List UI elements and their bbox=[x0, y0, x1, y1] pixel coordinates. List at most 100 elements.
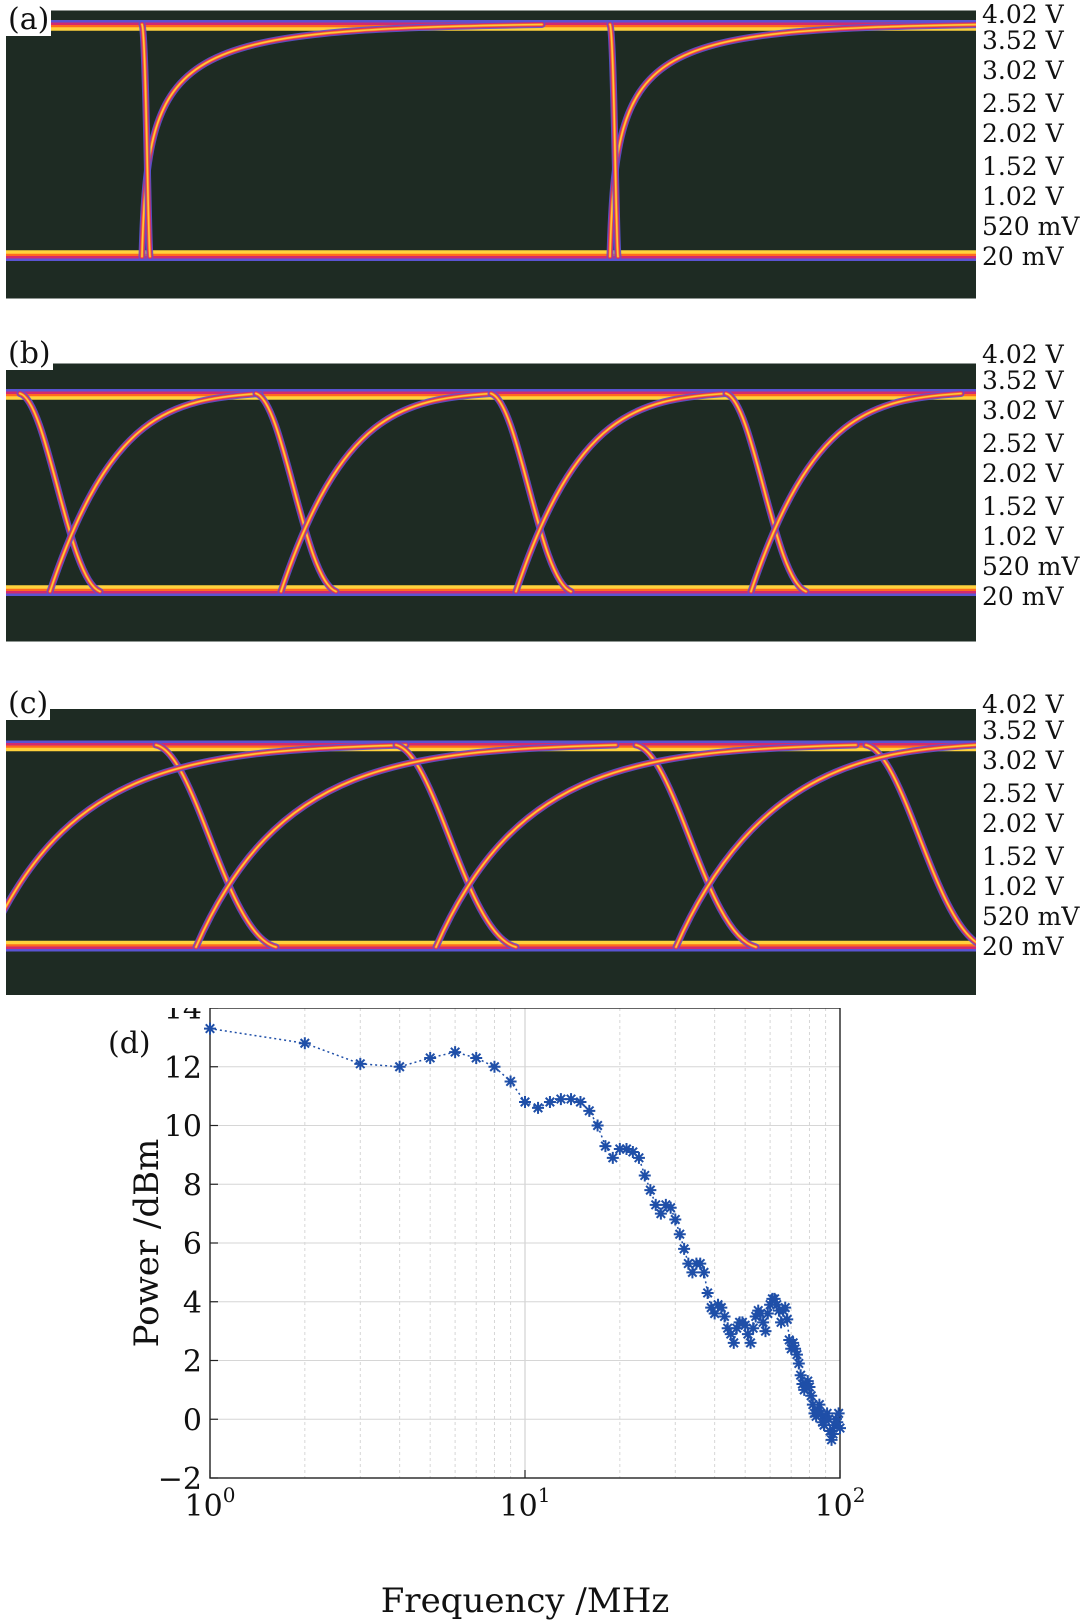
data-point bbox=[759, 1325, 772, 1338]
data-point bbox=[532, 1101, 545, 1114]
data-point bbox=[818, 1419, 831, 1432]
y-tick-label: 6 bbox=[183, 1227, 202, 1262]
data-point bbox=[519, 1096, 531, 1108]
rising-edge-trace bbox=[435, 744, 857, 948]
data-point bbox=[834, 1422, 846, 1435]
falling-edge-trace bbox=[141, 23, 151, 258]
voltage-label-1-52: 1.52 V bbox=[982, 842, 1064, 871]
panel-label-b: (b) bbox=[6, 336, 53, 371]
data-point bbox=[806, 1398, 819, 1411]
data-point bbox=[638, 1169, 651, 1182]
data-point bbox=[669, 1213, 682, 1226]
voltage-label-20mv: 20 mV bbox=[982, 582, 1064, 611]
data-point bbox=[204, 1022, 216, 1035]
y-tick-label: 8 bbox=[183, 1168, 202, 1203]
data-point bbox=[832, 1407, 845, 1420]
data-point bbox=[825, 1433, 838, 1446]
eye-diagram-panel-c: (c) 4.02 V 3.52 V 3.02 V 2.52 V 2.02 V 1… bbox=[6, 688, 1080, 1002]
data-point bbox=[354, 1057, 367, 1070]
data-point bbox=[744, 1336, 757, 1349]
data-point bbox=[803, 1380, 816, 1393]
x-axis-label: Frequency /MHz bbox=[381, 1581, 670, 1621]
voltage-label-3-02: 3.02 V bbox=[982, 746, 1064, 775]
data-point bbox=[599, 1140, 612, 1153]
eye-diagram-panel-b: (b) 4.02 V 3.52 V 3.02 V 2.52 V 2.02 V 1… bbox=[6, 338, 1080, 653]
voltage-label-1-52: 1.52 V bbox=[982, 492, 1064, 521]
voltage-label-4-02: 4.02 V bbox=[982, 690, 1064, 719]
falling-edge-trace bbox=[395, 744, 517, 948]
voltage-label-1-02: 1.02 V bbox=[982, 182, 1064, 211]
data-point bbox=[673, 1228, 686, 1241]
voltage-label-2-02: 2.02 V bbox=[982, 459, 1064, 488]
voltage-label-4-02: 4.02 V bbox=[982, 340, 1064, 369]
voltage-label-520mv: 520 mV bbox=[982, 552, 1080, 581]
data-point bbox=[770, 1298, 783, 1311]
voltage-label-520mv: 520 mV bbox=[982, 902, 1080, 931]
eye-diagram-c-plot bbox=[6, 709, 976, 995]
data-point bbox=[504, 1075, 517, 1088]
data-point bbox=[620, 1143, 633, 1155]
data-point bbox=[705, 1301, 718, 1314]
data-point bbox=[649, 1198, 662, 1211]
data-point bbox=[798, 1383, 811, 1396]
voltage-label-520mv: 520 mV bbox=[982, 212, 1080, 241]
voltage-label-1-52: 1.52 V bbox=[982, 152, 1064, 181]
panel-label-d: (d) bbox=[108, 1026, 151, 1061]
falling-edge-trace bbox=[490, 392, 572, 593]
data-point bbox=[775, 1316, 788, 1329]
data-point bbox=[664, 1201, 677, 1214]
voltage-label-3-52: 3.52 V bbox=[982, 26, 1064, 55]
data-point bbox=[424, 1051, 437, 1064]
data-point bbox=[724, 1328, 737, 1341]
voltage-label-2-52: 2.52 V bbox=[982, 779, 1064, 808]
data-point bbox=[757, 1316, 770, 1329]
x-tick-label: 102 bbox=[815, 1483, 866, 1524]
data-point bbox=[565, 1093, 578, 1106]
data-point bbox=[708, 1307, 721, 1320]
voltage-label-1-02: 1.02 V bbox=[982, 872, 1064, 901]
data-point bbox=[790, 1348, 803, 1361]
falling-edge-trace bbox=[155, 744, 277, 948]
data-point bbox=[626, 1145, 639, 1158]
data-point bbox=[591, 1119, 604, 1132]
data-point bbox=[805, 1389, 818, 1402]
rising-edge-trace bbox=[750, 392, 962, 593]
rising-edge-trace bbox=[675, 744, 976, 948]
data-point bbox=[701, 1286, 714, 1299]
data-point bbox=[814, 1407, 827, 1420]
eye-diagram-panel-a: (a) 4.02 V 3.52 V 3.02 V 2.52 V 2.02 V 1… bbox=[6, 0, 1080, 305]
data-point bbox=[682, 1257, 695, 1270]
data-point bbox=[644, 1184, 657, 1197]
falling-edge-trace bbox=[609, 23, 619, 258]
data-point bbox=[554, 1093, 567, 1106]
data-point bbox=[789, 1342, 802, 1355]
data-point bbox=[730, 1322, 743, 1335]
eye-diagram-a-plot bbox=[6, 10, 976, 299]
rising-edge-trace bbox=[195, 744, 617, 948]
falling-edge-trace bbox=[725, 392, 807, 593]
data-point bbox=[543, 1096, 556, 1108]
data-point bbox=[747, 1322, 760, 1335]
y-tick-label: 0 bbox=[183, 1403, 202, 1438]
voltage-label-2-52: 2.52 V bbox=[982, 89, 1064, 118]
y-tick-label: 2 bbox=[183, 1345, 202, 1380]
data-point bbox=[831, 1416, 844, 1429]
data-point bbox=[718, 1310, 731, 1323]
data-point bbox=[697, 1266, 710, 1279]
voltage-label-3-02: 3.02 V bbox=[982, 56, 1064, 85]
data-point bbox=[470, 1051, 483, 1064]
data-point bbox=[659, 1198, 672, 1211]
data-point bbox=[754, 1307, 767, 1320]
data-point bbox=[741, 1328, 754, 1341]
data-point bbox=[393, 1060, 406, 1073]
data-point bbox=[821, 1407, 834, 1420]
voltage-label-1-02: 1.02 V bbox=[982, 522, 1064, 551]
x-tick-label: 101 bbox=[500, 1483, 551, 1524]
data-point bbox=[613, 1143, 626, 1155]
eye-diagram-b-plot bbox=[6, 363, 976, 642]
data-point bbox=[678, 1242, 691, 1255]
rising-edge-trace bbox=[515, 392, 727, 593]
data-point bbox=[764, 1298, 777, 1311]
y-axis-label: Power /dBm bbox=[127, 1139, 167, 1348]
data-point bbox=[721, 1322, 734, 1335]
